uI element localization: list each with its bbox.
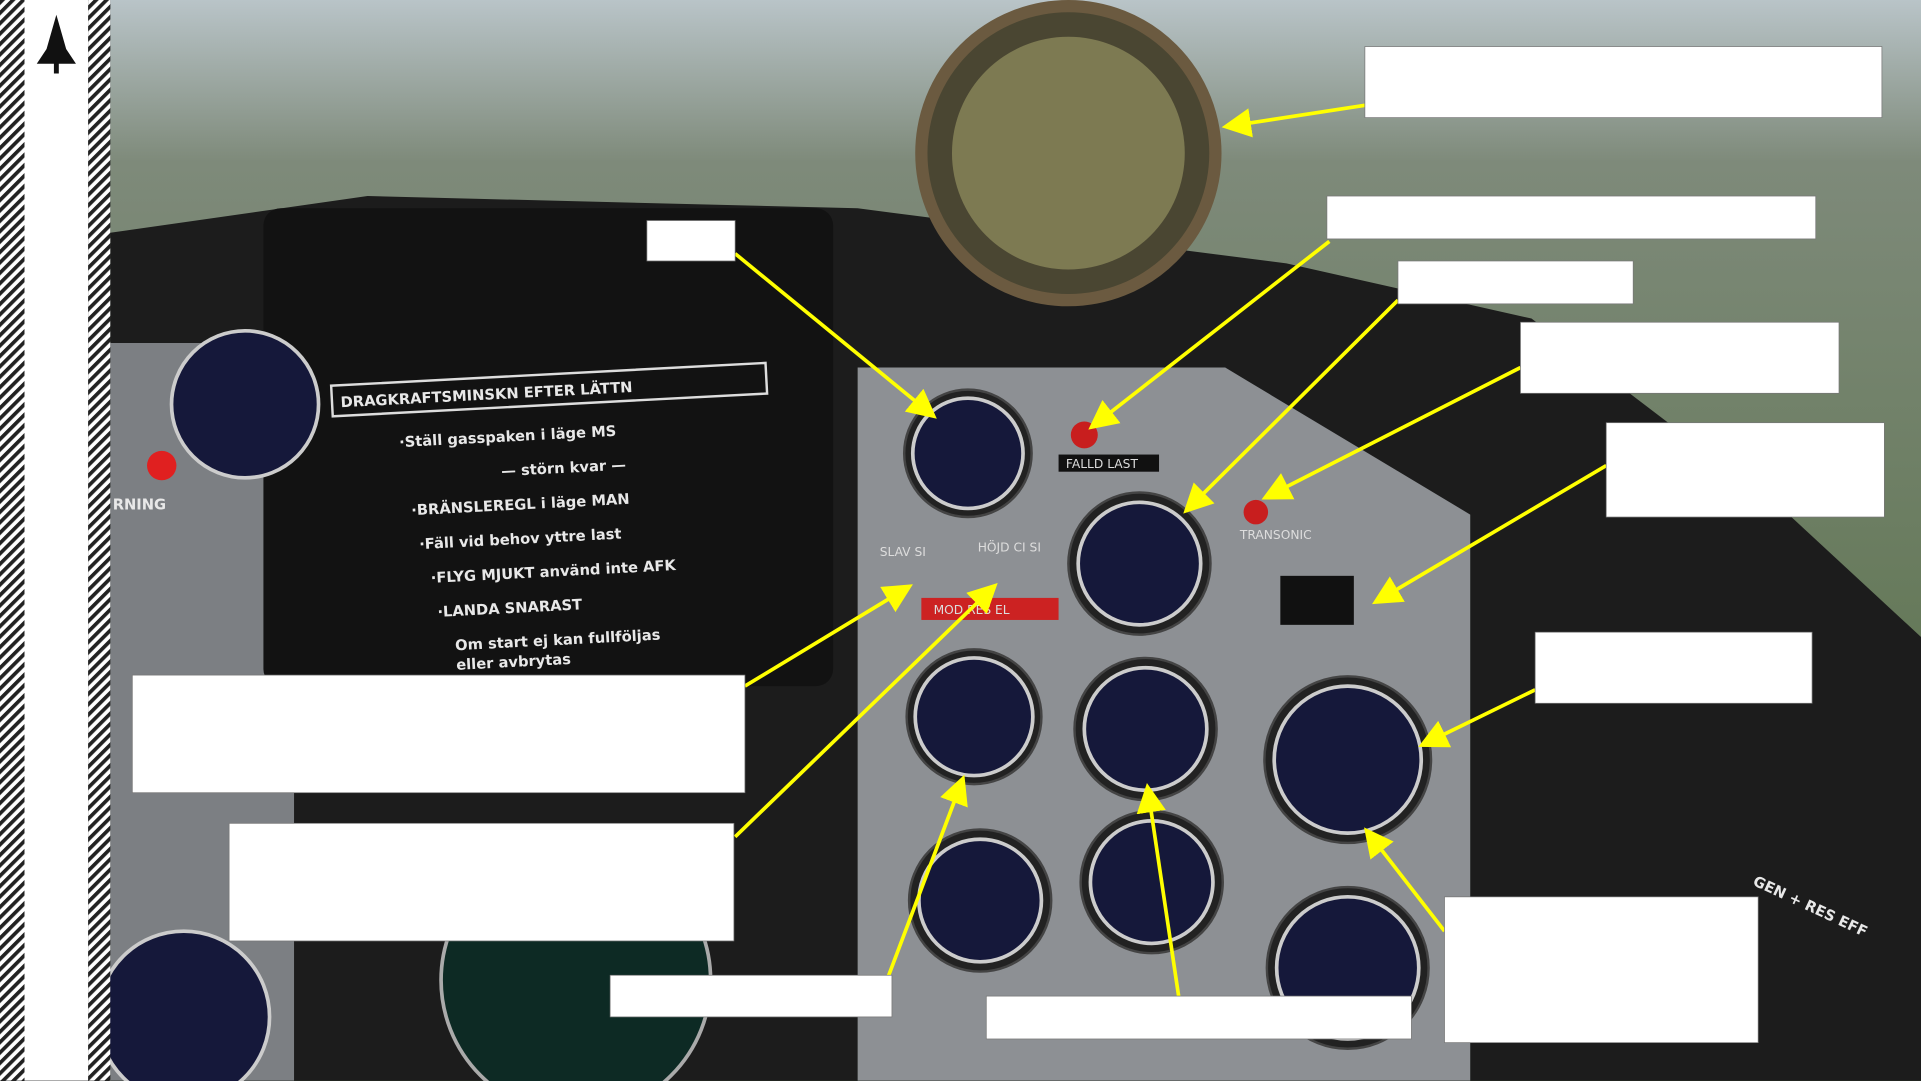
placard-line: — störn kvar —: [501, 457, 626, 481]
callout-boxes: [131, 46, 1885, 1044]
panel-label: HÖJD CI SI: [978, 538, 1041, 554]
placard-holder: [263, 208, 834, 687]
panel-label: RNING: [113, 497, 166, 514]
panel-label: FALLD LAST: [1066, 457, 1139, 471]
panel-label: TRANSONIC: [1239, 528, 1312, 542]
sidebar: [0, 0, 111, 1081]
sight-glass: [951, 36, 1185, 270]
logo: [36, 14, 76, 74]
callout-arrows: [733, 103, 1608, 997]
placard-title-frame: [329, 361, 769, 418]
panel-label: SLAV SI: [880, 545, 926, 559]
placard-line: eller avbrytas: [456, 651, 572, 674]
gauges: [96, 328, 1433, 1081]
